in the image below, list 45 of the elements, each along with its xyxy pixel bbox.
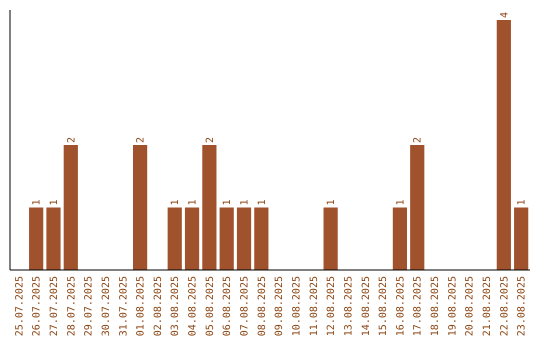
- x-tick-label: 06.08.2025: [222, 276, 234, 336]
- data-label: 1: [188, 199, 199, 206]
- data-label: 1: [326, 199, 338, 206]
- data-label: 2: [66, 136, 78, 143]
- data-label: 2: [204, 136, 216, 143]
- x-tick-label: 16.08.2025: [395, 276, 406, 336]
- x-tick-label: 14.08.2025: [360, 276, 372, 336]
- x-tick-label: 29.07.2025: [84, 276, 95, 336]
- x-tick-label: 26.07.2025: [32, 276, 43, 336]
- data-label: 1: [516, 199, 528, 206]
- x-tick-label: 04.08.2025: [188, 276, 199, 336]
- data-label: 1: [222, 199, 234, 206]
- x-tick-label: 30.07.2025: [100, 276, 112, 336]
- x-tick-label: 12.08.2025: [326, 276, 338, 336]
- data-label: 1: [48, 199, 60, 206]
- x-tick-label: 05.08.2025: [204, 276, 216, 336]
- x-tick-label: 25.07.2025: [14, 276, 26, 336]
- x-tick-label: 20.08.2025: [464, 276, 476, 336]
- x-tick-label: 02.08.2025: [152, 276, 164, 336]
- x-tick-label: 07.08.2025: [240, 276, 251, 336]
- x-tick-label: 18.08.2025: [430, 276, 442, 336]
- data-label: 1: [256, 199, 268, 206]
- x-tick-label: 17.08.2025: [412, 276, 424, 336]
- data-label: 1: [170, 199, 182, 206]
- x-tick-label: 23.08.2025: [516, 276, 528, 336]
- x-tick-label: 28.07.2025: [66, 276, 78, 336]
- x-tick-label: 11.08.2025: [308, 276, 320, 336]
- x-tick-label: 27.07.2025: [48, 276, 60, 336]
- x-tick-label: 08.08.2025: [256, 276, 268, 336]
- x-tick-label: 09.08.2025: [274, 276, 286, 336]
- data-label: 2: [136, 136, 147, 143]
- x-tick-label: 13.08.2025: [343, 276, 354, 336]
- data-label: 1: [395, 199, 406, 206]
- data-label: 1: [240, 199, 251, 206]
- x-tick-label: 22.08.2025: [499, 276, 510, 336]
- x-tick-label: 21.08.2025: [482, 276, 494, 336]
- x-tick-label: 01.08.2025: [136, 276, 147, 336]
- x-tick-label: 10.08.2025: [291, 276, 302, 336]
- x-tick-label: 19.08.2025: [447, 276, 458, 336]
- x-tick-label: 15.08.2025: [378, 276, 390, 336]
- x-tick-label: 03.08.2025: [170, 276, 182, 336]
- x-tick-label: 31.07.2025: [118, 276, 130, 336]
- data-label: 1: [32, 199, 43, 206]
- data-label: 2: [412, 136, 424, 143]
- data-label: 4: [499, 12, 510, 18]
